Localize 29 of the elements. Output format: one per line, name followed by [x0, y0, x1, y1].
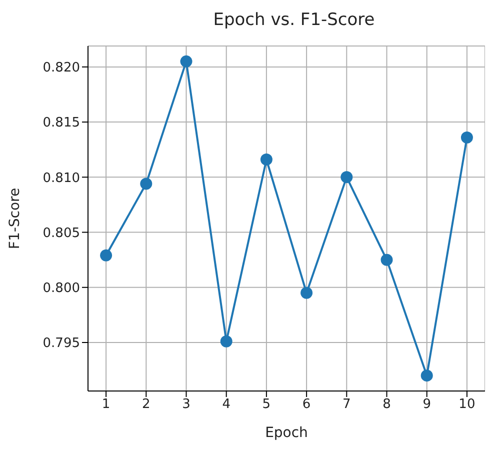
- point: [460, 131, 473, 144]
- point: [140, 178, 152, 190]
- y-tick-label: 0.815: [42, 116, 80, 131]
- y-axis-title: F1-Score: [6, 188, 23, 250]
- x-tick-label: 2: [142, 397, 150, 412]
- y-tick-label: 0.800: [42, 281, 80, 296]
- y-tick-label: 0.795: [42, 336, 80, 352]
- chart-title: Epoch vs. F1-Score: [212, 9, 376, 32]
- y-tick-label: 0.805: [42, 226, 80, 241]
- point: [260, 154, 272, 166]
- x-tick-label: 8: [382, 397, 391, 412]
- x-tick-label: 5: [262, 397, 271, 412]
- point: [100, 249, 112, 262]
- x-tick-label: 6: [302, 397, 311, 412]
- point: [220, 335, 232, 348]
- x-tick-label: 4: [222, 397, 230, 412]
- x-tick-label: 3: [182, 397, 190, 412]
- y-tick-label: 0.820: [42, 60, 80, 76]
- point: [300, 286, 313, 299]
- point: [180, 55, 192, 68]
- point: [340, 171, 353, 184]
- point: [420, 370, 433, 382]
- x-tick-label: 10: [458, 397, 476, 412]
- y-tick-label: 0.810: [42, 170, 80, 186]
- x-tick-label: 1: [102, 397, 110, 412]
- x-tick-label: 9: [422, 397, 431, 412]
- x-axis-title: Epoch: [265, 425, 308, 441]
- point: [380, 254, 393, 266]
- x-tick-label: 7: [342, 397, 351, 412]
